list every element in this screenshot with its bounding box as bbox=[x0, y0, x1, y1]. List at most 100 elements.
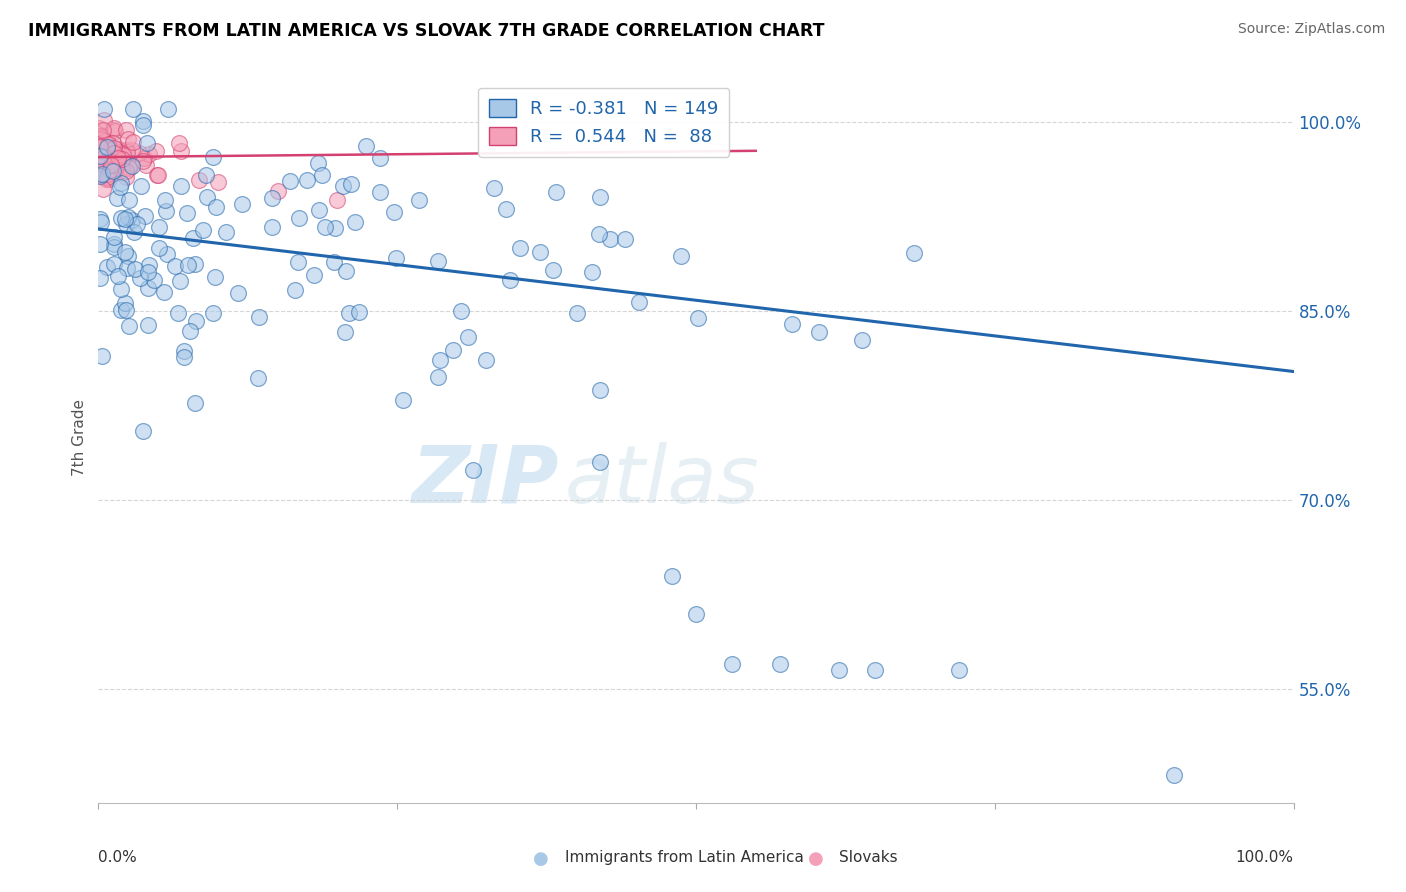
Point bbox=[166, 306, 188, 320]
Point bbox=[91, 349, 114, 363]
Point bbox=[114, 245, 136, 260]
Point bbox=[204, 269, 226, 284]
Point bbox=[307, 155, 329, 169]
Point bbox=[354, 139, 377, 153]
Point bbox=[337, 306, 360, 320]
Point bbox=[333, 325, 356, 339]
Point bbox=[246, 371, 269, 385]
Point bbox=[581, 264, 603, 278]
Legend: R = -0.381   N = 149, R =  0.544   N =  88: R = -0.381 N = 149, R = 0.544 N = 88 bbox=[478, 87, 730, 157]
Point bbox=[146, 168, 169, 182]
Point bbox=[565, 306, 588, 320]
Point bbox=[101, 164, 124, 178]
Point bbox=[96, 133, 118, 147]
Point bbox=[101, 136, 124, 150]
Point bbox=[98, 142, 121, 156]
Point bbox=[184, 256, 207, 270]
Point bbox=[195, 190, 218, 204]
Point bbox=[851, 333, 873, 347]
Point bbox=[186, 314, 208, 328]
Point bbox=[110, 177, 132, 191]
Point bbox=[482, 181, 505, 195]
Point bbox=[103, 145, 125, 160]
Point bbox=[155, 193, 177, 207]
Point bbox=[191, 223, 214, 237]
Point bbox=[128, 146, 150, 161]
Point bbox=[170, 144, 193, 158]
Point bbox=[368, 151, 391, 165]
Point bbox=[278, 174, 301, 188]
Point bbox=[173, 343, 195, 358]
Point bbox=[110, 153, 132, 167]
Point bbox=[89, 236, 111, 251]
Point bbox=[129, 270, 152, 285]
Point bbox=[226, 286, 249, 301]
Point bbox=[89, 136, 111, 151]
Point bbox=[105, 157, 128, 171]
Point bbox=[91, 129, 114, 144]
Point bbox=[134, 209, 156, 223]
Point bbox=[90, 159, 112, 173]
Point bbox=[89, 140, 111, 154]
Point bbox=[1163, 768, 1185, 782]
Point bbox=[94, 171, 117, 186]
Point bbox=[599, 232, 621, 246]
Point bbox=[339, 178, 361, 192]
Point bbox=[98, 154, 121, 169]
Point bbox=[103, 236, 125, 251]
Point bbox=[93, 113, 115, 128]
Point bbox=[167, 136, 190, 150]
Point bbox=[661, 569, 683, 583]
Point bbox=[138, 258, 160, 272]
Point bbox=[184, 396, 207, 410]
Point bbox=[311, 168, 333, 182]
Point bbox=[105, 191, 128, 205]
Point bbox=[115, 164, 138, 178]
Point bbox=[97, 172, 120, 186]
Point bbox=[107, 142, 129, 156]
Point bbox=[96, 140, 118, 154]
Point bbox=[768, 657, 790, 671]
Point bbox=[429, 353, 451, 368]
Point bbox=[110, 145, 132, 159]
Point bbox=[117, 210, 139, 224]
Point bbox=[96, 141, 118, 155]
Point bbox=[101, 122, 124, 136]
Point bbox=[308, 202, 330, 217]
Point bbox=[627, 295, 650, 310]
Point bbox=[89, 147, 111, 161]
Point bbox=[100, 158, 122, 172]
Point bbox=[94, 155, 117, 169]
Point bbox=[93, 156, 115, 170]
Point bbox=[499, 273, 522, 287]
Point bbox=[865, 664, 887, 678]
Point bbox=[132, 114, 155, 128]
Point bbox=[114, 169, 136, 184]
Point bbox=[93, 153, 115, 167]
Point bbox=[89, 212, 111, 227]
Point bbox=[131, 424, 153, 438]
Point bbox=[288, 211, 311, 225]
Point bbox=[90, 147, 112, 161]
Text: Source: ZipAtlas.com: Source: ZipAtlas.com bbox=[1237, 22, 1385, 37]
Point bbox=[671, 249, 693, 263]
Point bbox=[90, 160, 112, 174]
Point bbox=[118, 193, 141, 207]
Point bbox=[98, 153, 121, 167]
Point bbox=[96, 169, 118, 184]
Point bbox=[169, 275, 191, 289]
Point bbox=[122, 102, 145, 116]
Point bbox=[136, 265, 159, 279]
Point bbox=[132, 118, 155, 132]
Point bbox=[156, 102, 179, 116]
Point bbox=[202, 150, 225, 164]
Point bbox=[295, 172, 318, 186]
Point bbox=[187, 173, 209, 187]
Point bbox=[117, 160, 139, 174]
Point bbox=[267, 184, 290, 198]
Point bbox=[201, 306, 224, 320]
Point bbox=[215, 225, 238, 239]
Point bbox=[474, 353, 496, 368]
Point bbox=[89, 129, 111, 144]
Point bbox=[262, 220, 284, 235]
